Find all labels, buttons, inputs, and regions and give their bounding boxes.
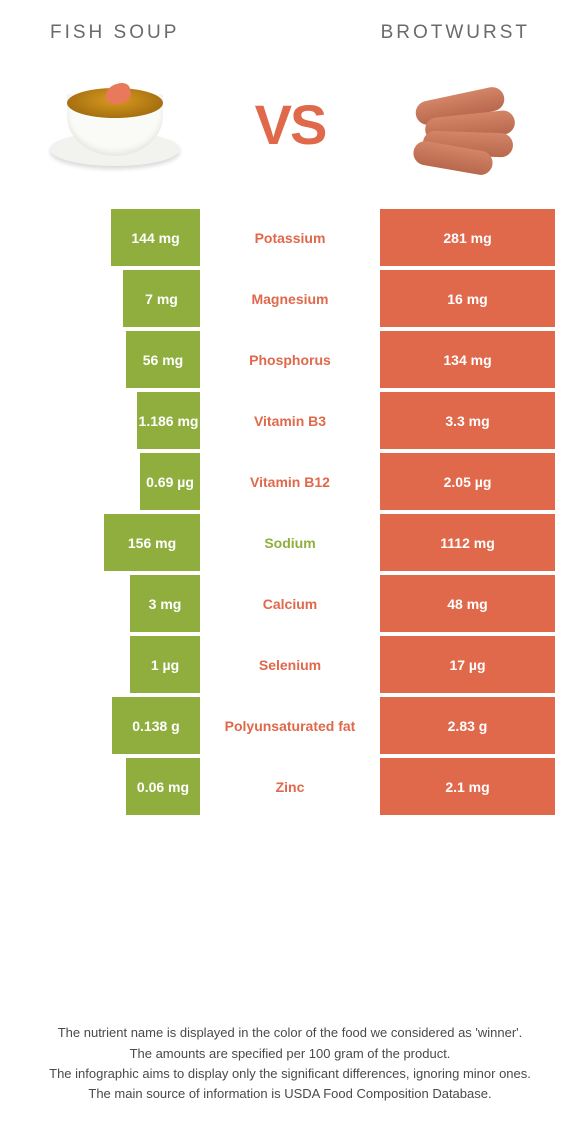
nutrient-name: Phosphorus bbox=[200, 331, 380, 388]
nutrient-name: Calcium bbox=[200, 575, 380, 632]
table-row: 3 mgCalcium48 mg bbox=[25, 575, 555, 632]
comparison-table: 144 mgPotassium281 mg7 mgMagnesium16 mg5… bbox=[25, 209, 555, 815]
nutrient-name: Selenium bbox=[200, 636, 380, 693]
left-spacer bbox=[25, 453, 140, 510]
table-row: 156 mgSodium1112 mg bbox=[25, 514, 555, 571]
left-spacer bbox=[25, 636, 130, 693]
table-row: 0.138 gPolyunsaturated fat2.83 g bbox=[25, 697, 555, 754]
right-value: 3.3 mg bbox=[380, 392, 555, 449]
nutrient-name: Magnesium bbox=[200, 270, 380, 327]
left-value: 156 mg bbox=[104, 514, 200, 571]
footer-notes: The nutrient name is displayed in the co… bbox=[0, 1023, 580, 1104]
right-value: 16 mg bbox=[380, 270, 555, 327]
footer-line: The main source of information is USDA F… bbox=[35, 1084, 545, 1104]
left-value: 3 mg bbox=[130, 575, 200, 632]
left-spacer bbox=[25, 575, 130, 632]
left-value: 7 mg bbox=[123, 270, 200, 327]
images-row: VS bbox=[0, 54, 580, 209]
right-value: 48 mg bbox=[380, 575, 555, 632]
right-value: 2.1 mg bbox=[380, 758, 555, 815]
left-spacer bbox=[25, 209, 111, 266]
left-value: 1 µg bbox=[130, 636, 200, 693]
header: Fish soup Brotwurst bbox=[0, 0, 580, 54]
footer-line: The amounts are specified per 100 gram o… bbox=[35, 1044, 545, 1064]
left-value: 0.06 mg bbox=[126, 758, 200, 815]
left-spacer bbox=[25, 697, 112, 754]
nutrient-name: Vitamin B3 bbox=[200, 392, 380, 449]
left-food-image bbox=[40, 69, 190, 179]
table-row: 0.06 mgZinc2.1 mg bbox=[25, 758, 555, 815]
left-spacer bbox=[25, 270, 123, 327]
right-value: 2.83 g bbox=[380, 697, 555, 754]
right-value: 17 µg bbox=[380, 636, 555, 693]
left-spacer bbox=[25, 758, 126, 815]
left-spacer bbox=[25, 392, 137, 449]
table-row: 7 mgMagnesium16 mg bbox=[25, 270, 555, 327]
right-value: 2.05 µg bbox=[380, 453, 555, 510]
footer-line: The nutrient name is displayed in the co… bbox=[35, 1023, 545, 1043]
left-value: 0.69 µg bbox=[140, 453, 200, 510]
table-row: 1 µgSelenium17 µg bbox=[25, 636, 555, 693]
nutrient-name: Vitamin B12 bbox=[200, 453, 380, 510]
table-row: 1.186 mgVitamin B33.3 mg bbox=[25, 392, 555, 449]
left-value: 144 mg bbox=[111, 209, 200, 266]
fish-soup-icon bbox=[45, 74, 185, 174]
left-food-title: Fish soup bbox=[50, 22, 179, 44]
brotwurst-icon bbox=[395, 74, 535, 174]
vs-label: VS bbox=[255, 92, 326, 157]
right-value: 281 mg bbox=[380, 209, 555, 266]
table-row: 144 mgPotassium281 mg bbox=[25, 209, 555, 266]
nutrient-name: Sodium bbox=[200, 514, 380, 571]
footer-line: The infographic aims to display only the… bbox=[35, 1064, 545, 1084]
left-value: 0.138 g bbox=[112, 697, 200, 754]
table-row: 56 mgPhosphorus134 mg bbox=[25, 331, 555, 388]
right-value: 134 mg bbox=[380, 331, 555, 388]
left-value: 1.186 mg bbox=[137, 392, 200, 449]
nutrient-name: Potassium bbox=[200, 209, 380, 266]
table-row: 0.69 µgVitamin B122.05 µg bbox=[25, 453, 555, 510]
right-value: 1112 mg bbox=[380, 514, 555, 571]
nutrient-name: Polyunsaturated fat bbox=[200, 697, 380, 754]
nutrient-name: Zinc bbox=[200, 758, 380, 815]
right-food-title: Brotwurst bbox=[381, 22, 530, 44]
left-value: 56 mg bbox=[126, 331, 200, 388]
left-spacer bbox=[25, 331, 126, 388]
right-food-image bbox=[390, 69, 540, 179]
left-spacer bbox=[25, 514, 104, 571]
